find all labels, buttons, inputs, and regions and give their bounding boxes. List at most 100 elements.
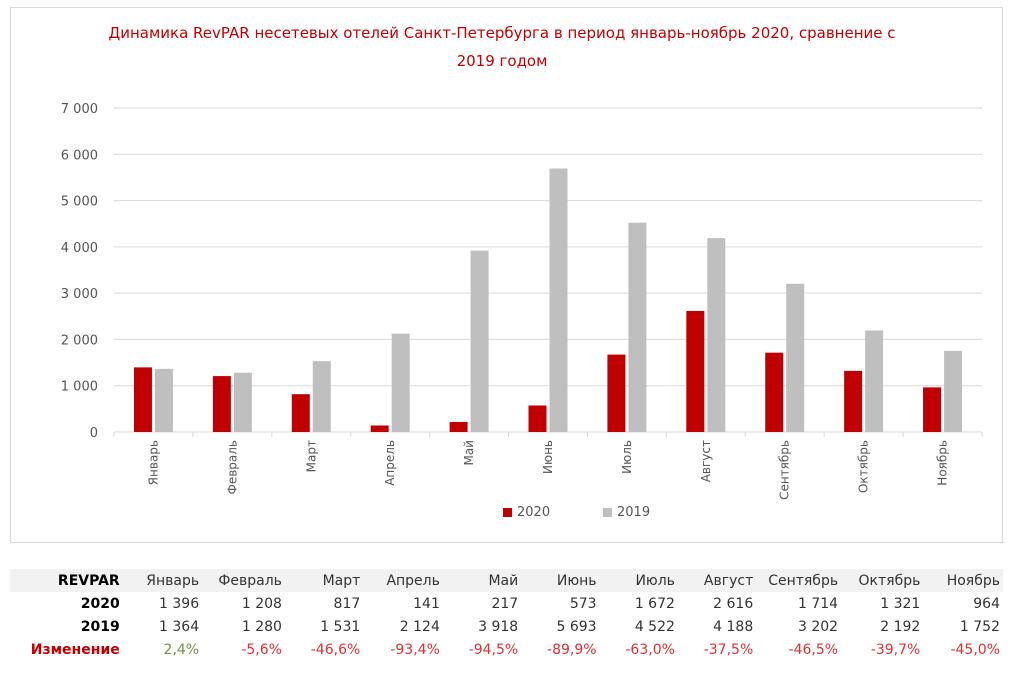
table-header-month: Сентябрь [768,572,839,589]
bar-2020-6 [607,354,626,432]
table-change-row: Изменение 2,4% -5,6% -46,6% -93,4% -94,5% -89,… [10,638,1003,661]
table-cell: 1 364 [159,618,200,635]
bar-2019-1 [233,372,252,432]
x-tick-label: Ноябрь [936,440,950,486]
table-change-cell: -5,6% [241,641,282,658]
table-row-label: Изменение [30,641,120,658]
legend-label-2020: 2020 [517,505,551,520]
table-change-cell: 2,4% [163,641,200,658]
table-header-month: Март [322,572,361,589]
table-header-month: Январь [146,572,200,589]
bar-2019-10 [944,350,963,432]
y-tick-label: 2 000 [61,333,98,348]
table-cell: 217 [491,595,519,612]
table-cell: 1 396 [159,595,200,612]
table-cell: 1 280 [241,618,282,635]
bar-chart: 0 1 000 2 000 3 000 4 000 5 000 6 000 7 000 Янва… [61,102,983,500]
bar-2019-6 [628,222,647,432]
x-tick-label: Январь [146,440,160,485]
table-cell: 964 [973,595,1000,612]
chart-title-line-2: 2019 годом [456,52,548,70]
x-tick-label: Июнь [541,440,555,474]
table-cell: 2 616 [713,595,754,612]
y-tick-label: 0 [90,426,98,441]
x-tick-label: Май [462,440,476,466]
chart-title: Динамика RevPAR несетевых отелей Санкт-П… [100,19,904,75]
table-header-month: Февраль [218,572,282,589]
chart-title-line-1: Динамика RevPAR несетевых отелей Санкт-П… [108,24,896,42]
table-change-cell: -93,4% [390,641,440,658]
x-tick-label: Август [699,440,713,482]
table-cell: 1 714 [797,595,839,612]
bar-2019-5 [549,168,568,432]
table-cell: 3 918 [478,618,519,635]
table-row: 2020 1 396 1 208 817 141 217 573 1 672 2 616 1 71… [10,592,1003,615]
x-tick-label: Октябрь [857,440,871,493]
table-cell: 2 192 [880,618,921,635]
legend-item-2019: 2019 [603,505,650,520]
table-cell: 1 321 [880,595,921,612]
table-header-month: Ноябрь [946,572,1000,589]
bar-2020-9 [844,370,863,432]
table-cell: 5 693 [556,618,597,635]
bar-2020-5 [528,405,547,432]
table-header-row: REVPAR Январь Февраль Март Апрель Май Июнь Июль… [10,569,1003,592]
table-cell: 1 672 [634,595,675,612]
table-cell: 4 188 [713,618,754,635]
table-row-label: 2020 [80,595,120,612]
bar-2019-9 [865,330,884,432]
table-change-cell: -46,5% [788,641,839,658]
x-tick-label: Июль [620,440,634,474]
table-header-month: Август [703,572,754,589]
y-tick-label: 7 000 [61,102,98,117]
legend-item-2020: 2020 [503,505,550,520]
table-change-cell: -89,9% [547,641,597,658]
table-row: 2019 1 364 1 280 1 531 2 124 3 918 5 693 4 522 4… [10,615,1003,638]
x-tick-label: Февраль [225,440,239,495]
bar-2019-4 [470,250,489,432]
table-change-cell: -45,0% [950,641,1000,658]
x-tick-label: Март [304,440,318,472]
table-change-cell: -39,7% [870,641,921,658]
bar-2020-4 [449,421,468,432]
table-row-label: 2019 [80,618,120,635]
table-cell: 1 752 [959,618,1000,635]
table-cell: 4 522 [634,618,675,635]
x-tick-label: Апрель [383,440,397,486]
legend-swatch-2020 [503,508,512,517]
legend-label-2019: 2019 [617,505,651,520]
table-header-month: Июнь [556,572,597,589]
y-tick-label: 3 000 [61,287,98,302]
bar-2019-8 [786,283,805,432]
table-header-month: Апрель [386,572,440,589]
table-change-cell: -37,5% [703,641,754,658]
chart-frame [10,7,1003,543]
table-cell: 817 [333,595,361,612]
table-cell: 573 [569,595,597,612]
revpar-table: REVPAR Январь Февраль Март Апрель Май Июнь Июль… [10,569,1003,661]
table-cell: 1 531 [320,618,361,635]
table-cell: 2 124 [399,618,440,635]
y-tick-label: 6 000 [61,148,98,163]
bar-2020-8 [765,352,784,432]
table-cell: 1 208 [241,595,282,612]
y-tick-label: 1 000 [61,380,98,395]
bar-2019-3 [391,333,410,432]
table-change-cell: -63,0% [625,641,675,658]
table-change-cell: -94,5% [468,641,519,658]
bar-2020-10 [923,387,942,432]
table-header-label: REVPAR [57,572,120,589]
table-header-month: Июль [635,572,675,589]
bar-2019-7 [707,238,726,432]
x-tick-label: Сентябрь [778,440,792,500]
bar-2019-2 [312,361,331,432]
bar-2020-7 [686,310,705,432]
legend-swatch-2019 [603,508,612,517]
bar-2019-0 [154,368,173,432]
table-cell: 141 [413,595,440,612]
bar-2020-1 [212,376,231,432]
table-cell: 3 202 [797,618,839,635]
bar-2020-3 [370,425,389,432]
bar-2020-0 [133,367,152,432]
y-tick-label: 5 000 [61,195,98,210]
